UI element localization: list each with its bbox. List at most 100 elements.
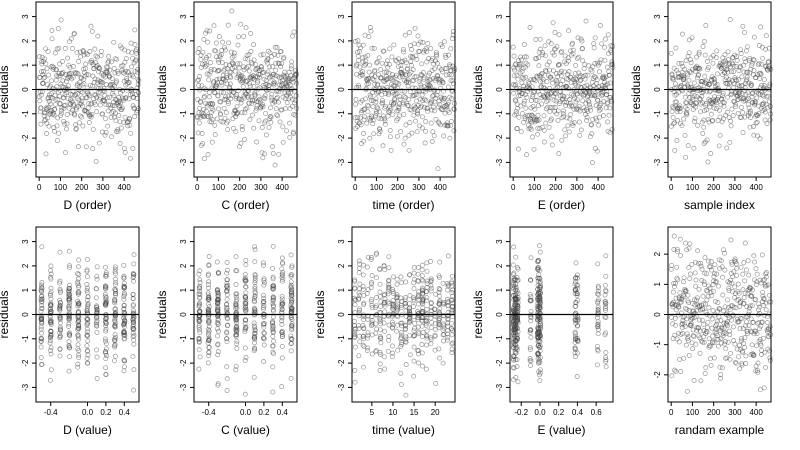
data-point [530, 134, 535, 140]
data-point [226, 40, 232, 46]
data-point [694, 325, 700, 331]
data-point [733, 104, 739, 110]
data-point [407, 272, 413, 278]
data-point [55, 26, 61, 32]
data-point [712, 80, 718, 86]
data-point [405, 102, 411, 108]
data-point [386, 92, 391, 98]
data-point [206, 330, 211, 336]
data-point [736, 354, 741, 360]
data-point [216, 67, 222, 73]
data-point [288, 279, 294, 285]
data-point [278, 48, 284, 54]
data-point [696, 317, 702, 323]
data-point [574, 91, 580, 97]
data-point [705, 258, 711, 264]
data-point [702, 301, 708, 307]
data-point [685, 338, 691, 344]
data-point [737, 303, 743, 309]
data-point [57, 335, 63, 340]
data-point [196, 313, 202, 319]
y-tick-label: 1 [495, 287, 504, 292]
data-point [432, 66, 438, 72]
data-point [75, 264, 81, 270]
data-point [54, 84, 60, 90]
data-point [244, 65, 249, 71]
data-point [110, 103, 116, 109]
data-point [535, 282, 541, 288]
data-point [275, 94, 280, 100]
data-point [37, 98, 43, 104]
data-point [252, 275, 258, 281]
data-point [682, 132, 688, 138]
data-point [38, 297, 44, 303]
data-point [253, 108, 259, 114]
data-point [521, 98, 527, 104]
data-point [437, 306, 443, 312]
data-point [719, 93, 725, 98]
data-point [708, 151, 714, 156]
data-point [536, 330, 542, 336]
data-point [130, 334, 136, 340]
data-point [279, 321, 285, 327]
data-point [747, 55, 753, 61]
data-point [391, 291, 396, 297]
data-point [270, 334, 276, 339]
data-point [449, 283, 455, 289]
data-point [518, 54, 524, 60]
data-point [403, 301, 409, 307]
x-axis-label: E (value) [537, 423, 585, 437]
data-point [428, 46, 434, 51]
data-point [60, 118, 66, 124]
data-point [536, 63, 542, 69]
data-point [218, 99, 224, 105]
data-point [595, 60, 601, 66]
data-point [123, 95, 129, 101]
data-point [128, 130, 134, 136]
data-point [57, 307, 63, 313]
data-point [36, 54, 42, 60]
data-point [553, 91, 559, 97]
data-point [756, 60, 762, 66]
data-point [397, 113, 403, 119]
data-point [214, 320, 220, 326]
data-point [270, 243, 276, 249]
data-point [205, 152, 211, 157]
data-point [441, 338, 446, 344]
data-point [373, 321, 378, 327]
data-point [197, 329, 203, 335]
data-point [215, 290, 221, 296]
data-point [259, 125, 265, 130]
data-point [121, 290, 127, 296]
data-point [541, 139, 547, 145]
data-point [420, 363, 425, 369]
data-point [121, 285, 127, 291]
data-point [251, 305, 257, 311]
data-point [49, 78, 54, 84]
data-point [199, 131, 205, 136]
data-point [554, 44, 560, 50]
data-point [368, 97, 374, 103]
data-point [437, 293, 442, 299]
data-point [261, 282, 267, 288]
data-point [218, 112, 223, 118]
data-point [75, 281, 81, 287]
data-point [405, 83, 411, 89]
data-point [437, 274, 442, 280]
data-point [710, 308, 716, 313]
data-point [576, 103, 582, 109]
data-point [378, 340, 384, 346]
data-point [414, 129, 420, 135]
data-point [289, 323, 295, 329]
data-point [236, 34, 242, 40]
data-point [536, 258, 542, 263]
y-tick-label: 2 [21, 38, 30, 43]
data-point [231, 53, 237, 59]
data-point [398, 274, 404, 280]
data-point [102, 132, 108, 138]
data-point [357, 308, 363, 313]
data-point [279, 278, 285, 284]
data-point [602, 44, 607, 50]
data-point [197, 318, 203, 324]
